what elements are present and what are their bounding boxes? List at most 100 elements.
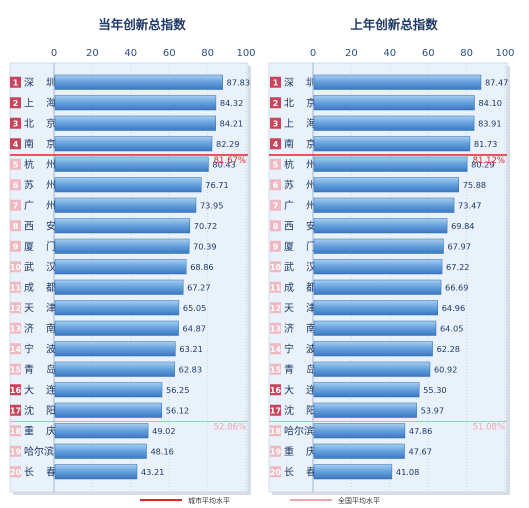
bar xyxy=(54,361,175,377)
bar xyxy=(313,320,437,336)
bar xyxy=(313,443,405,459)
city-label: 长 春 xyxy=(284,466,316,478)
bar-value-label: 48.16 xyxy=(150,446,173,456)
city-label: 成 都 xyxy=(284,282,316,294)
rank-number: 7 xyxy=(13,201,19,210)
rank-number: 3 xyxy=(273,119,279,128)
legend-label: 城市平均水平 xyxy=(188,496,230,505)
rank-badge xyxy=(270,158,281,170)
rank-badge xyxy=(10,76,21,88)
rank-badge xyxy=(270,179,281,191)
bar-value-label: 68.86 xyxy=(190,262,213,272)
city-label: 广 州 xyxy=(284,200,316,212)
rank-number: 6 xyxy=(273,181,279,190)
rank-number: 7 xyxy=(273,201,279,210)
bar-value-label: 69.84 xyxy=(451,221,474,231)
rank-badge xyxy=(10,302,21,314)
bar xyxy=(313,156,468,172)
bar-value-label: 53.97 xyxy=(421,405,444,415)
rank-number: 14 xyxy=(270,345,282,354)
rank-badge xyxy=(10,322,21,334)
city-label: 天 津 xyxy=(24,302,56,314)
bar-value-label: 82.29 xyxy=(216,139,239,149)
rank-number: 2 xyxy=(273,99,279,108)
bar xyxy=(54,320,179,336)
bar-value-label: 73.47 xyxy=(458,200,481,210)
bar-value-label: 73.95 xyxy=(200,200,223,210)
reference-line-label: 81.12% xyxy=(473,156,505,166)
city-label: 深 圳 xyxy=(24,77,56,89)
rank-badge xyxy=(10,425,21,437)
city-label: 哈尔滨 xyxy=(24,445,54,458)
city-label: 北 京 xyxy=(284,96,316,109)
rank-badge xyxy=(10,343,21,355)
city-label: 厦 门 xyxy=(284,240,316,253)
bar-value-label: 67.97 xyxy=(448,241,471,251)
bar-value-label: 80.29 xyxy=(471,159,494,169)
bar xyxy=(54,197,197,213)
chart-title: 上年创新总指数 xyxy=(350,17,438,32)
city-label: 重 庆 xyxy=(284,445,316,458)
legend-label: 全国平均水平 xyxy=(338,496,380,505)
city-label: 上 海 xyxy=(24,96,56,109)
rank-number: 16 xyxy=(10,386,22,395)
x-tick-label: 100 xyxy=(495,48,514,59)
rank-badge xyxy=(270,363,281,375)
rank-number: 12 xyxy=(10,304,21,313)
city-label: 哈尔滨 xyxy=(284,424,314,437)
rank-number: 19 xyxy=(10,447,22,456)
city-label: 苏 州 xyxy=(284,178,316,191)
rank-badge xyxy=(10,404,21,416)
bar-value-label: 43.21 xyxy=(141,467,164,477)
x-tick-label: 60 xyxy=(163,48,176,59)
x-tick-label: 80 xyxy=(201,48,214,59)
city-label: 青 岛 xyxy=(284,363,316,376)
rank-number: 9 xyxy=(13,242,19,251)
bar xyxy=(313,300,438,316)
city-label: 杭 州 xyxy=(284,158,316,171)
bar-value-label: 76.71 xyxy=(205,180,228,190)
bar-value-label: 83.91 xyxy=(478,118,501,128)
bar xyxy=(54,115,216,131)
rank-badge xyxy=(270,466,281,478)
bar xyxy=(313,136,471,152)
rank-badge xyxy=(270,138,281,150)
bar-value-label: 67.22 xyxy=(446,262,469,272)
rank-badge xyxy=(10,445,21,457)
rank-badge xyxy=(270,404,281,416)
rank-number: 12 xyxy=(270,304,281,313)
rank-number: 5 xyxy=(13,160,19,169)
city-label: 重 庆 xyxy=(24,424,56,437)
city-label: 济 南 xyxy=(24,322,56,335)
rank-badge xyxy=(270,425,281,437)
bar-value-label: 70.72 xyxy=(194,221,217,231)
bar-value-label: 66.69 xyxy=(445,282,468,292)
x-tick-label: 40 xyxy=(124,48,137,59)
bar-value-label: 81.73 xyxy=(474,139,497,149)
bar xyxy=(313,218,448,234)
bar xyxy=(313,238,444,254)
rank-badge xyxy=(270,76,281,88)
bar xyxy=(54,464,138,480)
city-label: 青 岛 xyxy=(24,363,56,376)
rank-number: 18 xyxy=(270,427,282,436)
chart-current-year: 当年创新总指数 0 20 40 60 80 100 1 深 圳 87.83 2 上 海 84.32 3 北 … xyxy=(9,17,256,495)
rank-badge xyxy=(10,117,21,129)
bar xyxy=(54,95,217,111)
bar-value-label: 63.21 xyxy=(179,344,202,354)
rank-badge xyxy=(270,117,281,129)
city-label: 武 汉 xyxy=(24,260,56,273)
rank-number: 11 xyxy=(270,283,282,292)
rank-number: 14 xyxy=(10,345,22,354)
rank-badge xyxy=(10,220,21,232)
x-tick-label: 60 xyxy=(422,48,435,59)
x-tick-label: 80 xyxy=(460,48,473,59)
reference-line-label: 51.08% xyxy=(473,423,505,433)
city-label: 广 州 xyxy=(24,200,56,212)
rank-number: 20 xyxy=(10,468,22,477)
bar xyxy=(313,361,431,377)
bar xyxy=(313,115,475,131)
bar-value-label: 55.30 xyxy=(423,385,446,395)
chart-previous-year: 上年创新总指数 0 20 40 60 80 100 1 深 圳 87.47 2 北 京 84.10 3 上 … xyxy=(268,17,515,495)
